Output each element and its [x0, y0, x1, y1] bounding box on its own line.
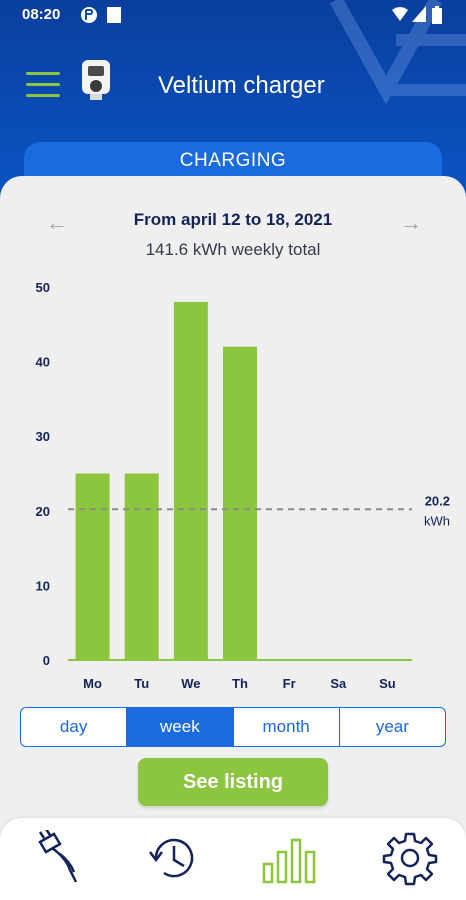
wifi-icon [392, 7, 408, 21]
reference-unit-label: kWh [424, 513, 450, 528]
stats-bars-icon[interactable] [262, 830, 318, 886]
battery-icon [432, 6, 442, 24]
x-tick-label: We [181, 676, 200, 691]
range-option-week[interactable]: week [127, 708, 234, 746]
consumption-chart: 0 10 20 30 40 50 Mo Tu We Th Fr Sa Su 20.2 kWh [36, 280, 450, 691]
x-tick-label: Mo [83, 676, 102, 691]
charger-device-icon [82, 60, 110, 100]
period-total: 141.6 kWh weekly total [145, 240, 321, 259]
y-tick-label: 10 [36, 578, 50, 593]
y-tick-label: 40 [36, 355, 50, 370]
chart-bar [173, 301, 208, 660]
see-listing-button[interactable]: See listing [138, 758, 328, 806]
brand-watermark [329, 0, 466, 105]
page-title: Veltium charger [158, 72, 325, 99]
x-tick-label: Fr [283, 676, 296, 691]
reference-value-label: 20.2 [425, 493, 450, 508]
status-bar: 08:20 [0, 0, 466, 30]
y-tick-label: 30 [36, 429, 50, 444]
signal-icon [412, 6, 426, 22]
app-notification-icon [81, 7, 97, 23]
prev-period-arrow-icon[interactable]: ← [46, 210, 68, 235]
x-tick-label: Su [379, 676, 396, 691]
header-area: 08:20 Veltium charger CHARGING [0, 0, 466, 200]
charge-plug-icon[interactable] [30, 830, 86, 886]
notification-square-icon [107, 7, 121, 23]
period-range: From april 12 to 18, 2021 [133, 210, 333, 229]
x-tick-label: Sa [330, 676, 347, 691]
y-tick-label: 20 [36, 504, 50, 519]
y-tick-label: 0 [43, 653, 50, 668]
history-clock-icon[interactable] [146, 830, 202, 886]
chart-bar [124, 473, 159, 660]
stats-card: ← → From april 12 to 18, 2021 141.6 kWh … [0, 176, 466, 818]
x-tick-label: Th [232, 676, 248, 691]
range-option-year[interactable]: year [375, 717, 409, 736]
chart-bar [75, 473, 110, 660]
y-tick-label: 50 [36, 280, 50, 295]
range-option-day[interactable]: day [21, 708, 128, 746]
x-tick-label: Tu [134, 676, 149, 691]
settings-gear-icon[interactable] [382, 830, 438, 886]
next-period-arrow-icon[interactable]: → [400, 210, 422, 235]
range-selector: day week month year [20, 707, 446, 747]
menu-icon[interactable] [26, 72, 60, 98]
status-time: 08:20 [22, 6, 61, 23]
range-option-month[interactable]: month [234, 708, 340, 746]
bottom-nav [0, 818, 466, 900]
chart-bar [223, 346, 257, 660]
